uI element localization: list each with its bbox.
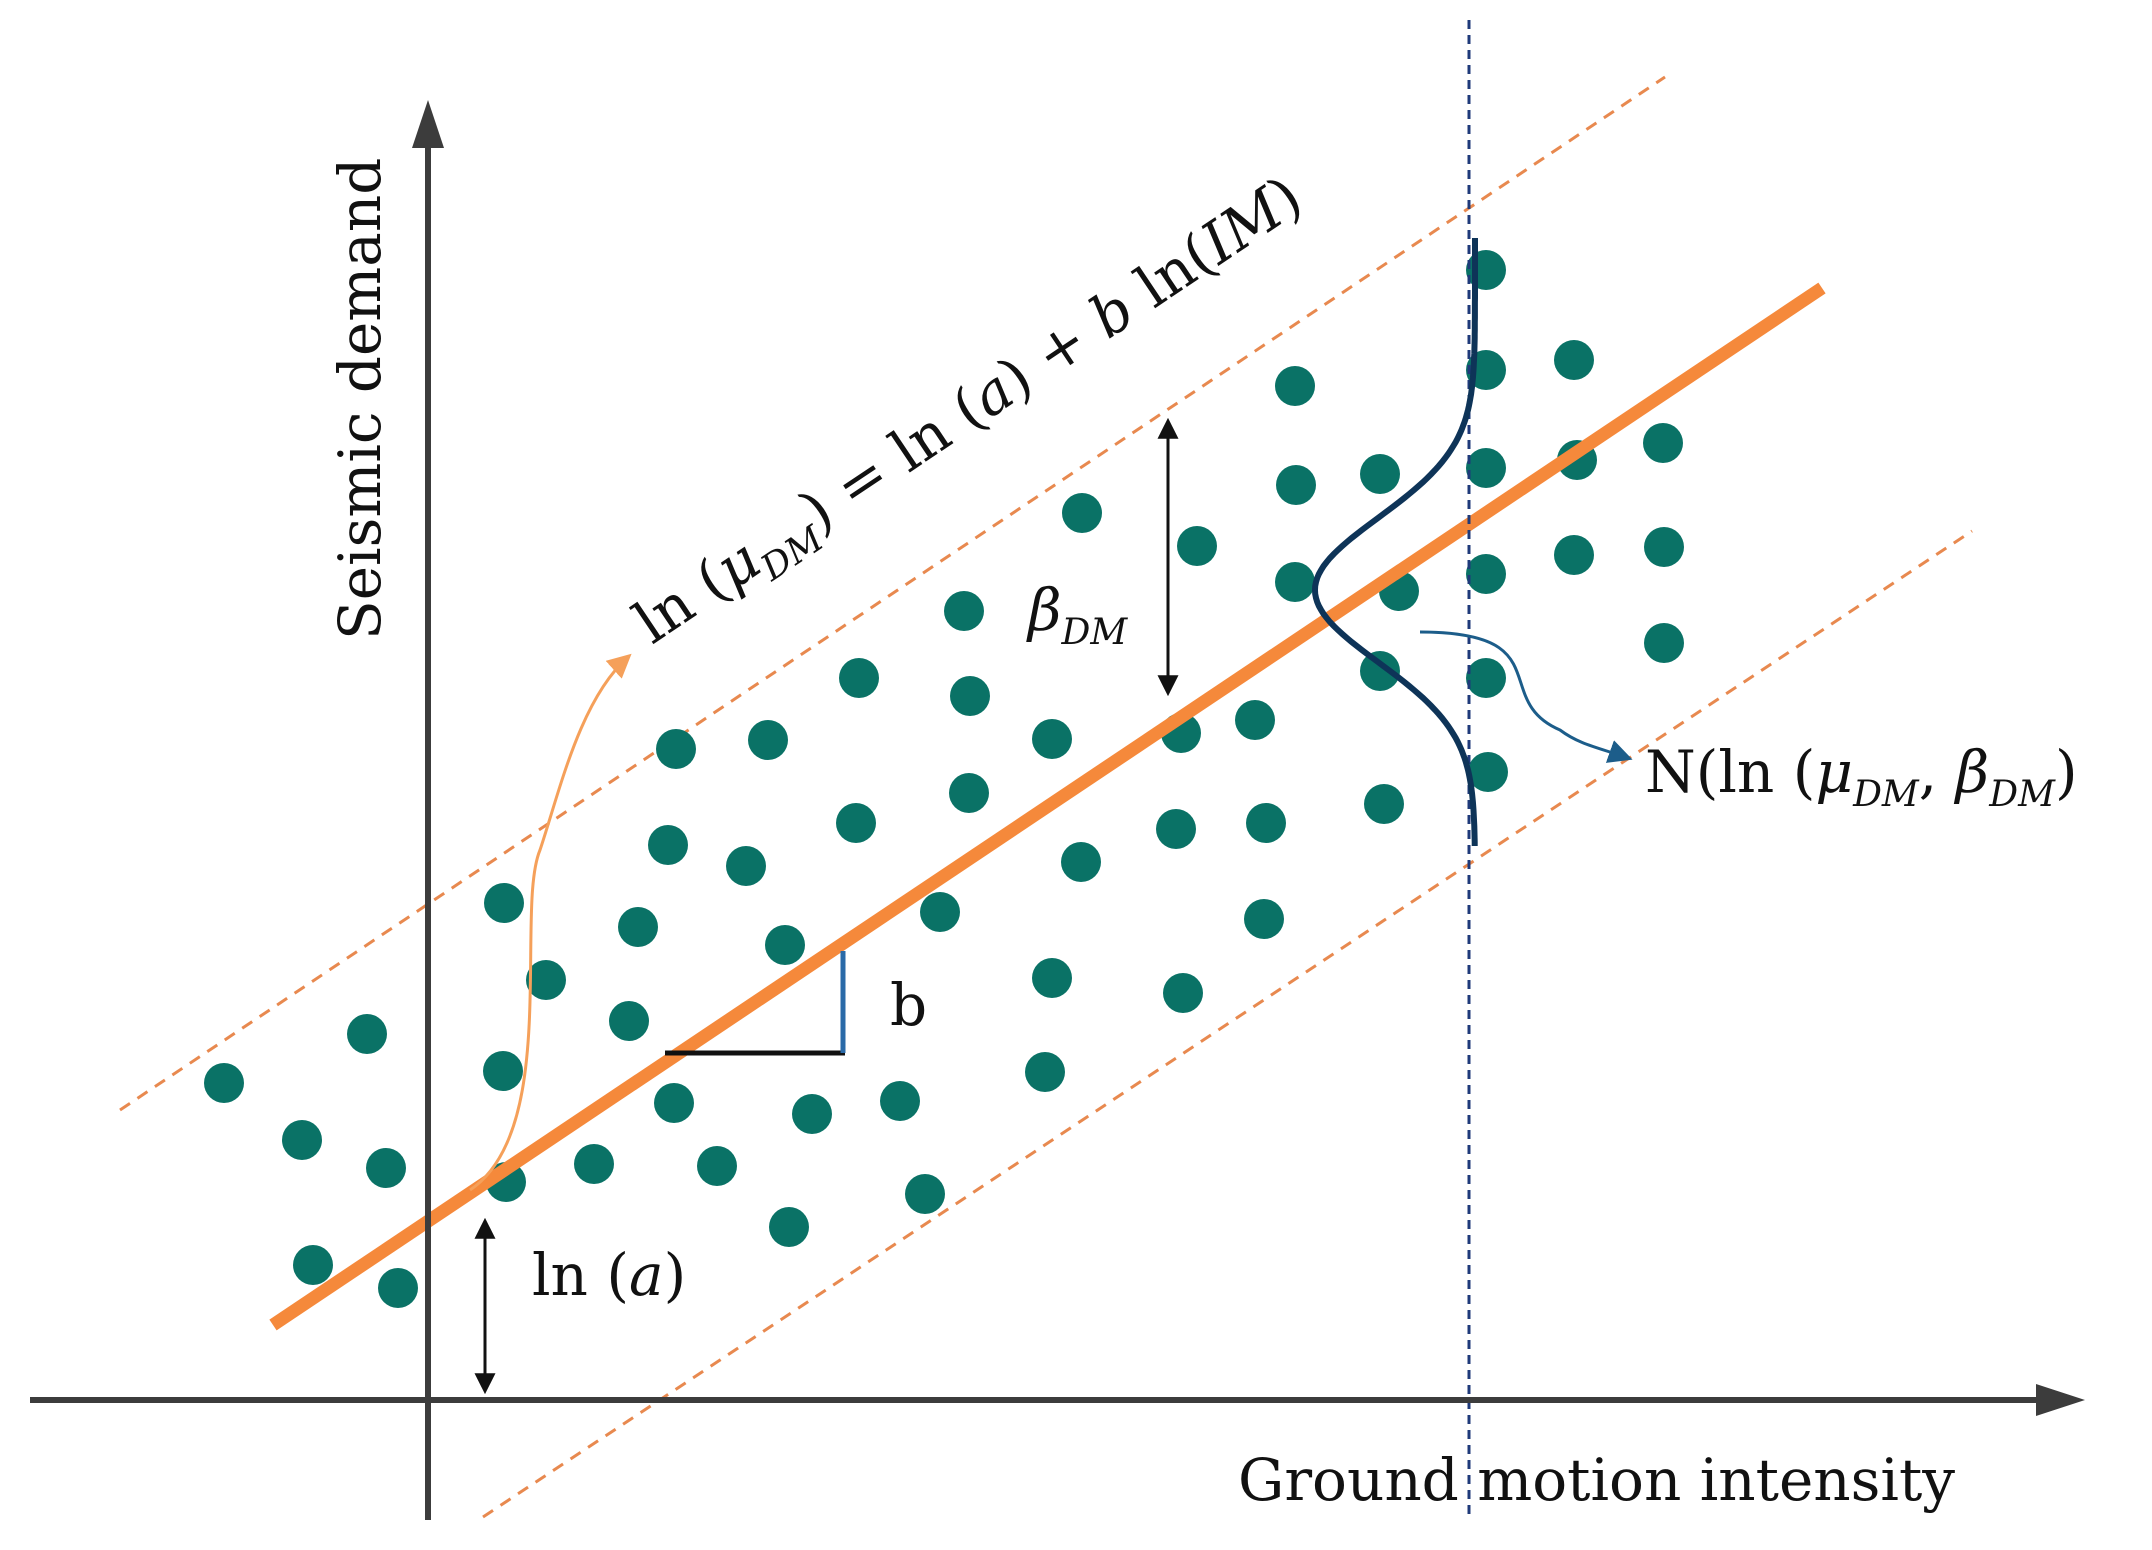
data-point xyxy=(654,1083,694,1123)
lower-band-line xyxy=(482,529,1973,1519)
data-point xyxy=(1360,454,1400,494)
data-point xyxy=(748,720,788,760)
data-point xyxy=(1468,752,1508,792)
data-point xyxy=(1275,366,1315,406)
data-point xyxy=(792,1094,832,1134)
data-point xyxy=(609,1001,649,1041)
normal-distribution-label: N(ln (μDM, βDM) xyxy=(1645,738,2078,815)
data-point xyxy=(1244,899,1284,939)
beta-dm-label: βDM xyxy=(1026,576,1128,653)
data-point xyxy=(293,1245,333,1285)
data-point xyxy=(1554,340,1594,380)
data-point xyxy=(1025,1052,1065,1092)
data-point xyxy=(1466,448,1506,488)
data-point xyxy=(526,960,566,1000)
data-point xyxy=(697,1146,737,1186)
data-point xyxy=(1644,527,1684,567)
regression-equation: ln (μDM) = ln (a) + b ln(IM) xyxy=(622,162,1319,664)
data-point xyxy=(204,1063,244,1103)
data-point xyxy=(1554,535,1594,575)
data-point xyxy=(726,846,766,886)
data-point xyxy=(1246,803,1286,843)
y-axis-label: Seismic demand xyxy=(326,158,394,640)
data-point xyxy=(920,892,960,932)
data-point xyxy=(1062,493,1102,533)
data-point xyxy=(483,1051,523,1091)
equation-pointer-arrow xyxy=(469,653,632,1192)
data-point xyxy=(656,729,696,769)
data-point xyxy=(1061,842,1101,882)
regression-line xyxy=(269,282,1826,1331)
y-axis-arrowhead xyxy=(412,100,444,148)
data-point xyxy=(282,1120,322,1160)
intercept-ln-a-label: ln (a) xyxy=(532,1241,686,1309)
data-point xyxy=(618,907,658,947)
x-axis-arrowhead xyxy=(2036,1384,2085,1416)
data-point xyxy=(1032,719,1072,759)
data-point xyxy=(648,825,688,865)
slope-b-label: b xyxy=(890,971,927,1039)
data-point xyxy=(574,1144,614,1184)
x-axis-label: Ground motion intensity xyxy=(1238,1446,1955,1514)
data-point xyxy=(949,773,989,813)
data-point xyxy=(769,1207,809,1247)
data-point xyxy=(944,591,984,631)
data-point xyxy=(1643,423,1683,463)
data-point xyxy=(839,658,879,698)
data-point xyxy=(905,1174,945,1214)
data-point xyxy=(347,1014,387,1054)
data-point xyxy=(1163,973,1203,1013)
data-point xyxy=(1032,958,1072,998)
data-point xyxy=(1235,700,1275,740)
data-point xyxy=(1177,526,1217,566)
data-point xyxy=(836,803,876,843)
data-point xyxy=(1644,623,1684,663)
data-point xyxy=(366,1148,406,1188)
data-point xyxy=(880,1081,920,1121)
data-point xyxy=(950,676,990,716)
data-point xyxy=(378,1268,418,1308)
data-point xyxy=(1466,554,1506,594)
data-point xyxy=(1156,809,1196,849)
data-point xyxy=(765,925,805,965)
data-point xyxy=(1364,784,1404,824)
data-point xyxy=(484,883,524,923)
upper-band-line xyxy=(119,75,1666,1112)
data-point xyxy=(1360,651,1400,691)
data-point xyxy=(1466,658,1506,698)
normal-label-pointer-arrow xyxy=(1419,630,1633,763)
data-point xyxy=(1276,465,1316,505)
data-point xyxy=(1275,562,1315,602)
normal-distribution-curve xyxy=(1311,238,1478,846)
scatter-points xyxy=(204,250,1684,1308)
